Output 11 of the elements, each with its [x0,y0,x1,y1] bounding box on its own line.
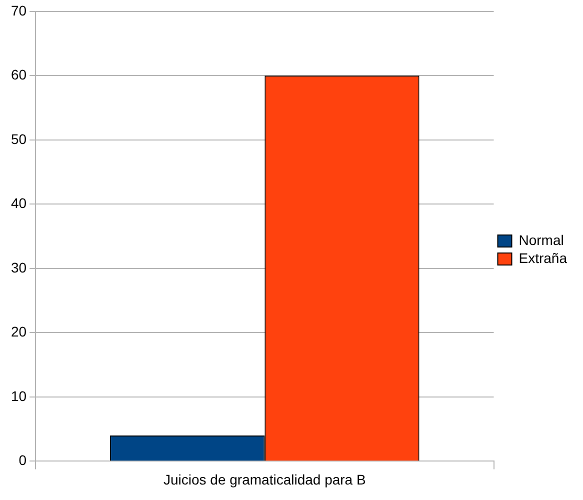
y-tick-label: 20 [10,324,27,340]
y-tick-label: 40 [10,195,27,212]
y-tick-label: 70 [10,2,27,18]
legend-label: Normal [518,232,564,248]
y-tick-label: 10 [10,388,27,404]
y-tick-label: 30 [10,259,27,276]
y-tick-label: 0 [18,452,27,468]
x-tick-label: Juicios de gramaticalidad para B [163,471,366,488]
y-tick-label: 50 [10,130,27,147]
y-tick-label: 60 [10,66,27,83]
legend-label: Extraña [518,250,568,266]
